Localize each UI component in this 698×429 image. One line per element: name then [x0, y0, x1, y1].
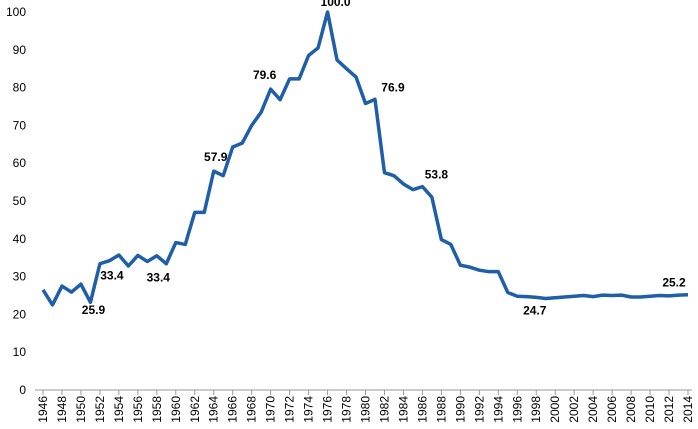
x-tick-label: 2012 [662, 396, 676, 423]
x-tick-label: 1974 [302, 396, 316, 423]
x-tick-label: 1982 [377, 396, 391, 423]
x-tick-label: 1988 [434, 396, 448, 423]
x-tick-label: 1960 [169, 396, 183, 423]
x-tick-label: 1962 [188, 396, 202, 423]
data-label: 79.6 [253, 68, 277, 82]
x-tick-label: 1994 [491, 396, 505, 423]
x-tick-label: 1970 [264, 396, 278, 423]
x-tick-label: 1958 [150, 396, 164, 423]
x-tick-label: 2008 [624, 396, 638, 423]
y-tick-label: 30 [13, 270, 27, 284]
y-tick-label: 40 [13, 232, 27, 246]
y-tick-label: 0 [19, 383, 26, 397]
x-tick-label: 1948 [55, 396, 69, 423]
x-tick-label: 1978 [340, 396, 354, 423]
y-tick-label: 20 [13, 307, 27, 321]
x-tick-label: 1992 [472, 396, 486, 423]
x-tick-label: 1980 [359, 396, 373, 423]
data-label: 25.9 [82, 303, 106, 317]
x-tick-label: 1964 [207, 396, 221, 423]
x-tick-label: 2006 [605, 396, 619, 423]
data-label: 33.4 [100, 269, 124, 283]
data-label: 24.7 [523, 304, 547, 318]
x-tick-label: 1996 [510, 396, 524, 423]
y-tick-label: 50 [13, 194, 27, 208]
y-tick-label: 80 [13, 81, 27, 95]
x-tick-label: 2014 [681, 396, 695, 423]
x-tick-label: 1976 [321, 396, 335, 423]
x-tick-label: 1986 [415, 396, 429, 423]
y-tick-label: 90 [13, 43, 27, 57]
data-label: 33.4 [147, 271, 171, 285]
x-tick-label: 2002 [567, 396, 581, 423]
x-tick-label: 1952 [93, 396, 107, 423]
y-tick-label: 60 [13, 156, 27, 170]
x-tick-label: 1966 [226, 396, 240, 423]
line [41, 10, 689, 307]
data-label: 57.9 [204, 150, 228, 164]
x-tick-label: 1946 [36, 396, 50, 423]
y-tick-label: 10 [13, 345, 27, 359]
x-tick-label: 1956 [131, 396, 145, 423]
data-label: 53.8 [425, 168, 449, 182]
x-tick-label: 1984 [396, 396, 410, 423]
x-tick-label: 2004 [586, 396, 600, 423]
data-label: 100.0 [321, 0, 351, 9]
y-tick-label: 70 [13, 118, 27, 132]
x-tick-label: 2000 [548, 396, 562, 423]
x-tick-label: 1950 [74, 396, 88, 423]
x-tick-label: 1972 [283, 396, 297, 423]
data-label: 25.2 [662, 276, 686, 290]
data-label: 76.9 [381, 80, 405, 94]
x-tick-label: 1990 [453, 396, 467, 423]
x-tick-label: 1998 [529, 396, 543, 423]
x-tick-label: 1954 [112, 396, 126, 423]
x-tick-label: 2010 [643, 396, 657, 423]
y-tick-label: 100 [6, 5, 26, 19]
x-tick-label: 1968 [245, 396, 259, 423]
